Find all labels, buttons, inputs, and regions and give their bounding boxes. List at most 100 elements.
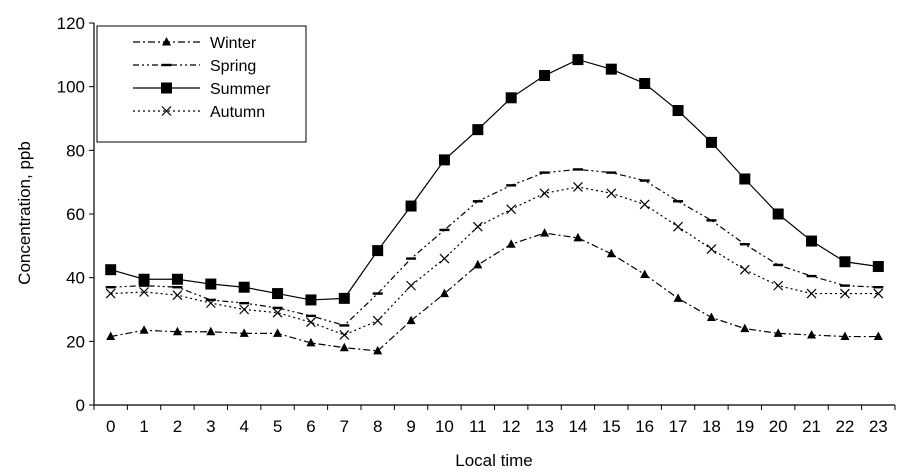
data-point-winter xyxy=(373,345,383,355)
x-tick-label: 11 xyxy=(469,417,487,436)
data-point-summer xyxy=(539,70,551,82)
series-summer xyxy=(105,54,884,306)
data-point-autumn xyxy=(673,221,683,232)
data-point-winter xyxy=(339,342,349,352)
data-point-summer xyxy=(672,105,684,117)
data-point-autumn xyxy=(806,288,817,299)
x-tick-label: 23 xyxy=(869,417,888,436)
data-point-summer xyxy=(806,235,818,247)
y-tick-label: 120 xyxy=(57,14,85,33)
x-tick-label: 19 xyxy=(735,417,754,436)
series-line-autumn xyxy=(110,186,879,336)
data-point-winter xyxy=(807,329,817,339)
data-point-summer xyxy=(438,154,450,166)
legend: Winter Spring Summer Autumn xyxy=(96,25,307,143)
x-tick-label: 16 xyxy=(635,417,654,436)
data-point-autumn xyxy=(139,287,149,297)
y-axis-title: Concentration, ppb xyxy=(15,141,34,285)
x-tick-label: 1 xyxy=(139,417,148,436)
x-tick-label: 17 xyxy=(669,417,688,436)
x-tick-label: 20 xyxy=(769,417,788,436)
data-point-summer xyxy=(238,281,250,293)
data-point-winter xyxy=(506,239,516,248)
data-point-winter xyxy=(606,248,616,258)
data-point-autumn xyxy=(573,182,583,192)
data-point-winter xyxy=(439,288,449,298)
data-point-winter xyxy=(306,337,316,347)
data-point-summer xyxy=(205,278,217,290)
data-point-winter xyxy=(406,315,416,325)
data-point-summer xyxy=(472,124,484,136)
x-tick-label: 4 xyxy=(239,417,248,436)
x-tick-label: 18 xyxy=(702,417,721,436)
data-point-autumn xyxy=(339,330,350,340)
data-point-summer xyxy=(138,273,150,285)
data-point-winter xyxy=(540,228,550,237)
x-tick-label: 3 xyxy=(206,417,215,436)
data-point-autumn xyxy=(172,290,183,301)
legend-label-autumn: Autumn xyxy=(210,104,265,121)
y-tick-label: 80 xyxy=(66,141,85,160)
y-tick-label: 60 xyxy=(66,205,85,224)
data-point-winter xyxy=(740,323,750,333)
data-point-autumn xyxy=(506,204,517,215)
data-point-summer xyxy=(372,245,384,257)
x-tick-label: 14 xyxy=(568,417,587,436)
data-point-winter xyxy=(840,331,850,341)
series-autumn xyxy=(105,182,884,340)
data-point-summer xyxy=(839,256,851,268)
data-point-autumn xyxy=(706,244,717,254)
data-point-winter xyxy=(106,331,116,341)
data-point-autumn xyxy=(272,307,283,318)
x-tick-label: 13 xyxy=(535,417,554,436)
x-tick-label: 2 xyxy=(173,417,182,436)
data-point-winter xyxy=(473,259,483,269)
data-point-autumn xyxy=(105,288,116,299)
data-point-autumn xyxy=(639,199,650,210)
data-point-summer xyxy=(705,136,717,148)
legend-item-autumn: Autumn xyxy=(133,104,265,121)
data-point-autumn xyxy=(472,221,483,232)
data-point-autumn xyxy=(439,253,450,264)
data-point-autumn xyxy=(840,288,850,299)
x-tick-label: 6 xyxy=(306,417,315,436)
data-point-winter xyxy=(239,328,249,337)
x-axis: 0 1 2 3 4 5 6 7 8 9 10 11 12 13 14 15 16 17 18 19 20 21 22 23 xyxy=(93,405,896,436)
data-point-summer xyxy=(739,173,751,185)
x-tick-label: 0 xyxy=(106,417,115,436)
x-tick-label: 22 xyxy=(835,417,854,436)
legend-label-spring: Spring xyxy=(210,58,256,75)
y-tick-label: 20 xyxy=(66,332,85,351)
data-point-winter xyxy=(640,269,650,278)
legend-item-winter: Winter xyxy=(133,35,257,52)
legend-label-summer: Summer xyxy=(210,81,271,98)
data-point-summer xyxy=(105,264,117,276)
data-point-autumn xyxy=(773,280,784,291)
data-point-summer xyxy=(505,92,517,104)
data-point-autumn xyxy=(372,315,383,326)
series-line-winter xyxy=(110,232,879,352)
data-point-winter xyxy=(139,325,149,334)
data-point-summer xyxy=(639,77,651,89)
x-tick-label: 7 xyxy=(340,417,349,436)
data-point-winter xyxy=(172,326,182,336)
data-point-summer xyxy=(305,294,317,306)
data-point-summer xyxy=(338,292,350,304)
data-point-autumn xyxy=(306,317,316,328)
series-layer xyxy=(105,54,884,355)
data-point-winter xyxy=(573,232,583,242)
x-tick-label: 10 xyxy=(435,417,454,436)
y-tick-label: 40 xyxy=(66,269,85,288)
legend-item-summer: Summer xyxy=(133,81,271,98)
x-axis-title: Local time xyxy=(455,451,532,470)
data-point-winter xyxy=(706,312,716,321)
x-tick-label: 5 xyxy=(273,417,282,436)
data-point-winter xyxy=(673,293,683,302)
x-tick-label: 8 xyxy=(373,417,382,436)
legend-marker-winter xyxy=(162,37,171,46)
legend-label-winter: Winter xyxy=(210,35,257,52)
legend-box xyxy=(96,25,307,143)
data-point-summer xyxy=(171,273,183,285)
data-point-autumn xyxy=(739,264,750,275)
